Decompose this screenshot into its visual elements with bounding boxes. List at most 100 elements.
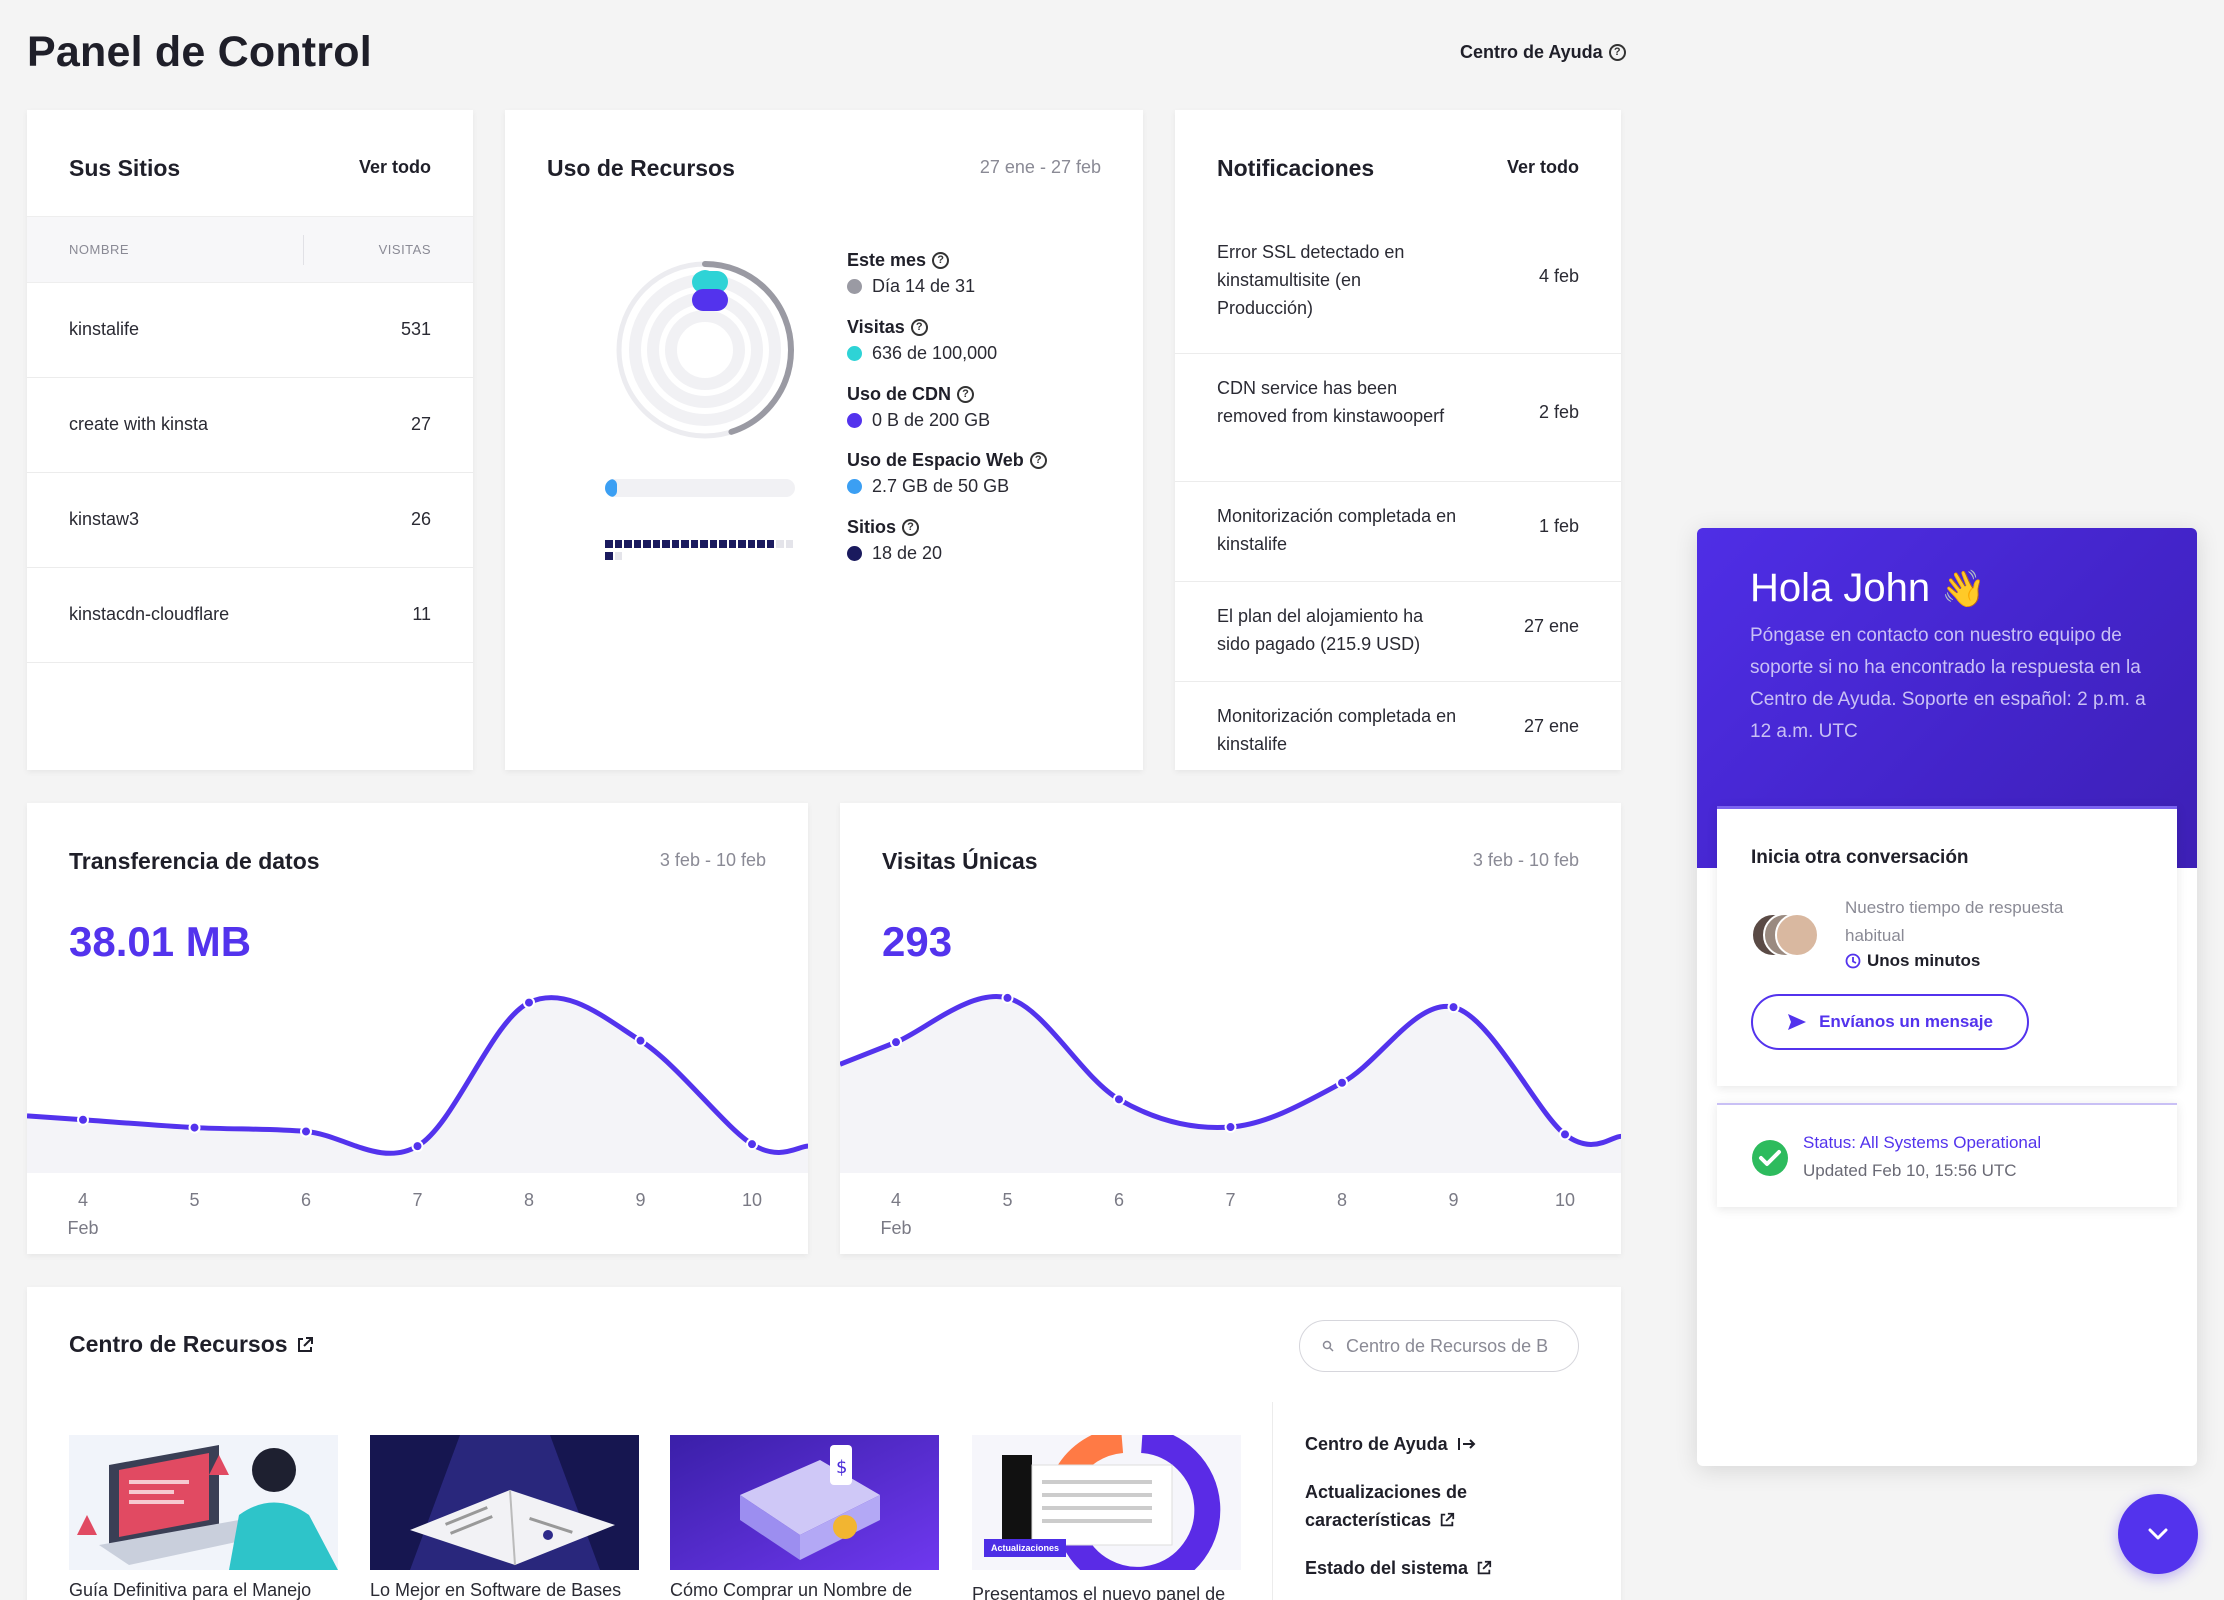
external-link-icon <box>297 1336 313 1352</box>
feature-updates-link[interactable]: Actualizaciones de características <box>1305 1478 1467 1534</box>
data-point[interactable] <box>77 1113 89 1126</box>
article-thumbnail[interactable] <box>69 1435 338 1570</box>
question-icon[interactable]: ? <box>910 319 928 336</box>
x-tick-label: 4 <box>890 1190 901 1210</box>
sites-usage-squares <box>605 540 795 562</box>
resource-divider <box>1272 1402 1273 1600</box>
system-status-card[interactable]: Status: All Systems Operational Updated … <box>1717 1103 2177 1207</box>
send-message-button[interactable]: Envíanos un mensaje <box>1751 994 2029 1050</box>
notification-item[interactable]: Monitorización completada en kinstalife … <box>1175 482 1621 582</box>
notification-item[interactable]: El plan del alojamiento ha sido pagado (… <box>1175 582 1621 682</box>
article-caption[interactable]: Presentamos el nuevo panel de <box>972 1584 1226 1600</box>
site-name[interactable]: kinstalife <box>69 319 140 339</box>
question-icon[interactable]: ? <box>902 519 920 536</box>
help-center-side-link[interactable]: Centro de Ayuda <box>1305 1430 1476 1458</box>
search-icon <box>1322 1340 1334 1352</box>
transfer-chart <box>27 995 808 1173</box>
question-icon[interactable]: ? <box>932 252 950 269</box>
data-point[interactable] <box>1001 991 1014 1004</box>
notification-text: Monitorización completada en kinstalife <box>1217 506 1457 554</box>
help-center-side-label: Centro de Ayuda <box>1305 1434 1448 1454</box>
data-point[interactable] <box>634 1034 647 1047</box>
data-point[interactable] <box>523 996 535 1009</box>
site-visits: 11 <box>412 604 431 624</box>
table-row[interactable]: kinstaw3 26 <box>27 473 473 568</box>
table-row[interactable]: create with kinsta 27 <box>27 378 473 473</box>
sites-usage-value: 18 de 20 <box>872 543 943 563</box>
feature-updates-line1: Actualizaciones de <box>1305 1482 1468 1502</box>
cdn-dot <box>847 413 862 428</box>
col-name-header[interactable]: NOMBRE <box>69 242 130 257</box>
notification-item[interactable]: CDN service has been removed from kinsta… <box>1175 354 1621 482</box>
system-status-link[interactable]: Estado del sistema <box>1305 1554 1492 1582</box>
svg-text:$: $ <box>836 1457 847 1478</box>
cdn-value: 0 B de 200 GB <box>872 410 991 430</box>
notification-text: Error SSL detectado en kinstamultisite (… <box>1217 242 1405 318</box>
cdn-label: Uso de CDN <box>847 384 952 404</box>
col-visits-header[interactable]: VISITAS <box>378 242 431 257</box>
col-divider <box>303 235 304 265</box>
sites-view-all-link[interactable]: Ver todo <box>358 157 431 177</box>
notifications-card: Notificaciones Ver todo Error SSL detect… <box>1175 110 1621 770</box>
chart-area <box>840 996 1621 1173</box>
notification-date: 4 feb <box>1538 266 1579 286</box>
data-point[interactable] <box>188 1121 201 1134</box>
data-point[interactable] <box>300 1125 312 1138</box>
article-caption[interactable]: Guía Definitiva para el Manejo <box>69 1580 312 1600</box>
help-center-link[interactable]: Centro de Ayuda ? <box>1460 42 1626 63</box>
x-axis-month-label: Feb <box>67 1218 99 1238</box>
site-name[interactable]: kinstaw3 <box>69 509 140 529</box>
data-point[interactable] <box>1559 1128 1571 1141</box>
article-illustration <box>69 1435 338 1570</box>
resources-card: Uso de Recursos 27 ene - 27 feb Este mes… <box>505 110 1143 770</box>
data-point[interactable] <box>1447 1001 1460 1014</box>
sites-dot <box>847 546 862 561</box>
site-slot <box>633 540 641 548</box>
article-thumbnail[interactable]: Actualizaciones <box>972 1435 1241 1570</box>
article-thumbnail[interactable]: $ <box>670 1435 939 1570</box>
unique-visits-date-range: 3 feb - 10 feb <box>1472 850 1579 870</box>
sites-usage-label: Sitios <box>847 517 897 537</box>
article-thumbnail[interactable] <box>370 1435 639 1570</box>
legend-disk: Uso de Espacio Web? 2.7 GB de 50 GB <box>847 450 1047 497</box>
table-row[interactable]: kinstalife 531 <box>27 283 473 378</box>
disk-value: 2.7 GB de 50 GB <box>872 476 1010 496</box>
data-point[interactable] <box>890 1036 902 1049</box>
notifications-view-all-link[interactable]: Ver todo <box>1506 157 1579 177</box>
notification-text: CDN service has been removed from kinsta… <box>1217 378 1445 426</box>
status-updated: Updated Feb 10, 15:56 UTC <box>1803 1161 2017 1180</box>
data-point[interactable] <box>411 1140 424 1153</box>
site-slot <box>700 540 708 548</box>
clock-icon <box>1845 953 1861 969</box>
disk-progress-bar <box>605 479 795 497</box>
transfer-total: 38.01 MB <box>69 918 252 965</box>
data-point[interactable] <box>1224 1121 1237 1134</box>
site-slot <box>785 540 793 548</box>
data-point[interactable] <box>1113 1093 1125 1106</box>
notification-item[interactable]: Monitorización completada en kinstalife … <box>1175 682 1621 770</box>
chat-greeting-text: Hola John <box>1750 566 1931 610</box>
chat-toggle-button[interactable] <box>2118 1494 2198 1574</box>
site-slot <box>709 540 717 548</box>
site-slot <box>747 540 755 548</box>
question-icon[interactable]: ? <box>957 386 975 403</box>
notification-item[interactable]: Error SSL detectado en kinstamultisite (… <box>1175 238 1621 354</box>
site-visits: 531 <box>400 319 431 339</box>
site-name[interactable]: create with kinsta <box>69 414 209 434</box>
avatar <box>1775 913 1819 957</box>
x-tick-label: 9 <box>1448 1190 1459 1210</box>
x-tick-label: 5 <box>189 1190 200 1210</box>
question-icon[interactable]: ? <box>1029 452 1047 469</box>
data-point[interactable] <box>1336 1076 1348 1089</box>
site-name[interactable]: kinstacdn-cloudflare <box>69 604 230 624</box>
notification-date: 27 ene <box>1523 716 1579 736</box>
resource-center-title[interactable]: Centro de Recursos <box>69 1331 314 1358</box>
disk-dot <box>847 479 862 494</box>
x-tick-label: 8 <box>1336 1190 1347 1210</box>
resource-search-input[interactable]: Centro de Recursos de B <box>1299 1320 1579 1372</box>
article-caption[interactable]: Cómo Comprar un Nombre de <box>670 1580 913 1600</box>
legend-visits: Visitas? 636 de 100,000 <box>847 317 997 364</box>
article-caption[interactable]: Lo Mejor en Software de Bases <box>370 1580 622 1600</box>
table-row[interactable]: kinstacdn-cloudflare 11 <box>27 568 473 663</box>
data-point[interactable] <box>746 1138 758 1151</box>
